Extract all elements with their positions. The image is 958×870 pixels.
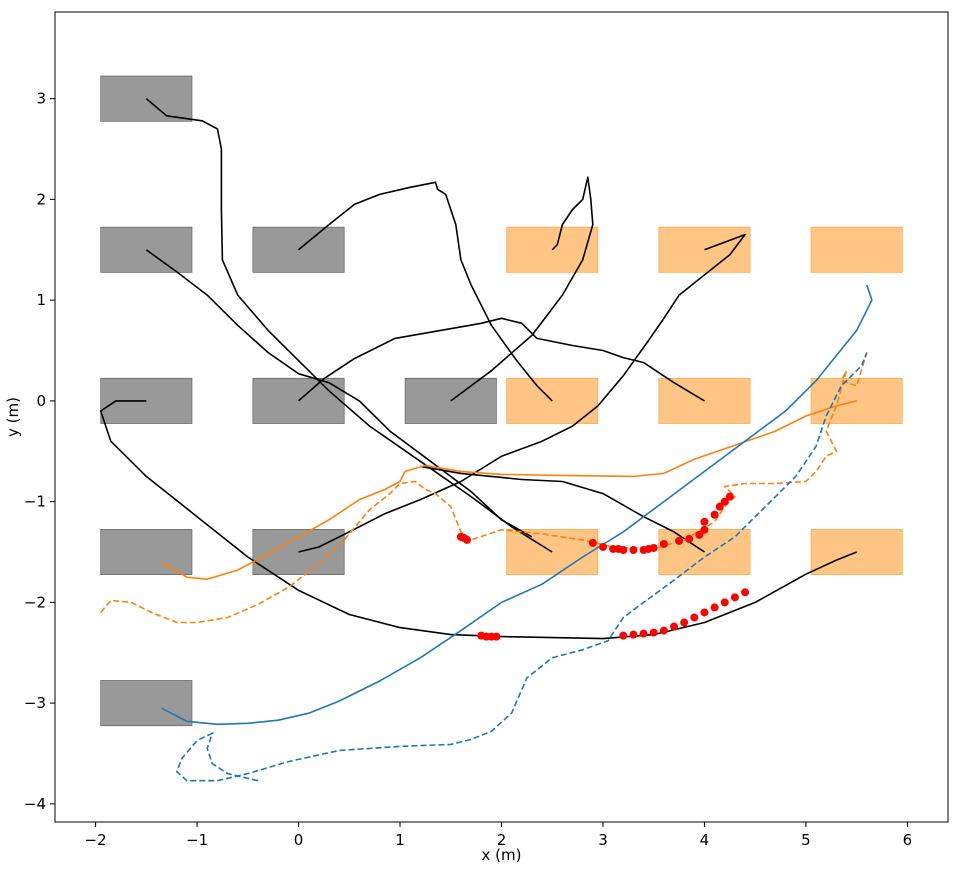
red-point [659, 626, 668, 635]
red-point [700, 517, 709, 526]
red-point [700, 525, 709, 534]
orange-box [506, 529, 599, 575]
x-tick-label: 4 [700, 831, 710, 849]
red-point [492, 632, 501, 641]
red-point [619, 545, 628, 554]
red-point [710, 510, 719, 519]
y-tick-label: −4 [24, 795, 46, 813]
x-tick-label: 5 [801, 831, 811, 849]
gray-box [100, 377, 193, 424]
gray-box [100, 529, 193, 575]
red-point [710, 603, 719, 612]
red-markers [456, 492, 750, 641]
red-point [695, 530, 704, 539]
red-point [741, 588, 750, 597]
orange-box [658, 377, 751, 424]
gray-box [100, 680, 193, 727]
blue-solid-line [161, 284, 873, 726]
orange-box [506, 377, 599, 424]
red-point [685, 534, 694, 543]
black-path [297, 317, 705, 402]
red-point [725, 492, 734, 501]
y-tick-label: 0 [36, 392, 46, 410]
x-tick-label: −2 [85, 831, 107, 849]
red-point [700, 608, 709, 617]
red-point [690, 613, 699, 622]
red-point [649, 543, 658, 552]
black-path [298, 233, 746, 553]
orange-solid-line [161, 400, 857, 581]
red-point [619, 631, 628, 640]
y-tick-label: −1 [24, 493, 46, 511]
red-point [629, 545, 638, 554]
red-point [730, 593, 739, 602]
x-tick-label: 6 [903, 831, 913, 849]
gray-box [404, 377, 497, 424]
y-tick-label: −2 [24, 593, 46, 611]
y-tick-label: −3 [24, 694, 46, 712]
y-tick-label: 2 [36, 190, 46, 208]
red-point [720, 598, 729, 607]
x-tick-label: −1 [186, 831, 208, 849]
red-point [715, 502, 724, 511]
black-path [450, 176, 594, 402]
y-tick-label: 3 [36, 90, 46, 108]
red-point [598, 542, 607, 551]
blue-dashed-line [175, 352, 868, 782]
y-axis-label: y (m) [4, 397, 22, 437]
orange-dashed-line [100, 352, 868, 624]
x-axis-label: x (m) [482, 846, 522, 864]
trajectory-paths [99, 97, 873, 782]
red-point [720, 497, 729, 506]
red-point [639, 629, 648, 638]
x-tick-label: 2 [497, 831, 507, 849]
x-tick-label: 0 [294, 831, 304, 849]
red-point [588, 538, 597, 547]
red-point [629, 630, 638, 639]
red-point [670, 622, 679, 631]
red-point [680, 618, 689, 627]
black-path [145, 97, 553, 553]
black-path [297, 181, 553, 402]
black-path [145, 249, 533, 538]
x-axis-ticks: −2 −1 0 1 2 3 4 5 6 [85, 822, 913, 849]
red-point [675, 536, 684, 545]
x-tick-label: 3 [598, 831, 608, 849]
orange-box [658, 226, 751, 273]
red-point [462, 535, 471, 544]
black-path [420, 465, 705, 553]
y-axis-ticks: −4 −3 −2 −1 0 1 2 3 [24, 90, 55, 813]
y-tick-label: 1 [36, 291, 46, 309]
black-path [99, 400, 857, 640]
red-point [659, 539, 668, 548]
x-tick-label: 1 [395, 831, 405, 849]
orange-box [810, 226, 903, 273]
red-point [649, 628, 658, 637]
